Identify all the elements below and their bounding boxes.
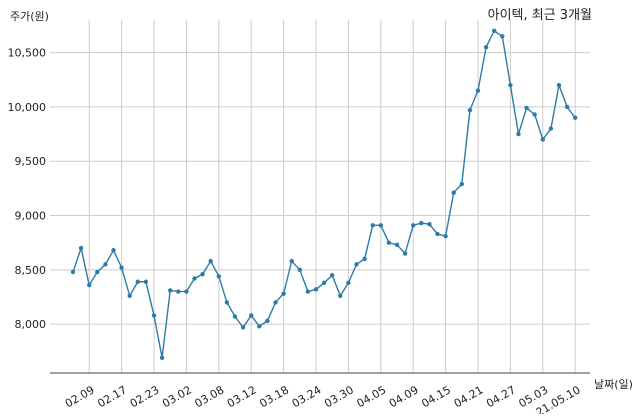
data-point	[216, 274, 221, 279]
data-point	[184, 289, 189, 294]
data-point	[168, 288, 173, 293]
data-point	[402, 251, 408, 256]
x-tick-label: 03.24	[290, 383, 324, 410]
data-point	[475, 88, 481, 93]
data-point	[70, 269, 76, 275]
data-point	[159, 355, 165, 360]
data-point	[338, 293, 343, 299]
y-tick-label: 9,500	[15, 155, 47, 168]
data-point	[200, 271, 205, 277]
data-point	[564, 104, 570, 110]
data-point	[95, 269, 100, 275]
x-tick-label: 03.18	[257, 383, 291, 410]
data-point	[119, 265, 124, 270]
x-tick-label: 03.08	[193, 383, 227, 410]
x-tick-label: 04.21	[452, 383, 486, 410]
y-axis-label: 주가(원)	[10, 10, 49, 23]
x-tick-label: 02.23	[128, 383, 162, 410]
data-point	[281, 291, 286, 296]
data-point	[151, 313, 157, 318]
x-tick-label: 03.02	[160, 383, 194, 410]
y-tick-label: 10,500	[8, 47, 47, 60]
data-point	[240, 325, 246, 330]
x-tick-label: 02.09	[63, 383, 97, 410]
data-point	[273, 300, 278, 305]
data-point	[135, 279, 140, 284]
data-point	[467, 107, 473, 113]
data-point	[208, 258, 213, 264]
x-tick-label: 04.09	[387, 383, 421, 410]
data-point	[354, 262, 359, 267]
data-point	[378, 223, 383, 228]
data-point	[330, 273, 335, 278]
data-point	[362, 256, 367, 262]
tick-labels: 8,0008,5009,0009,50010,00010,50002.0902.…	[8, 47, 583, 418]
data-point	[232, 314, 238, 319]
data-point	[435, 231, 440, 237]
data-point	[483, 44, 489, 50]
data-points	[70, 28, 578, 360]
x-tick-label: 04.15	[419, 383, 453, 410]
data-point	[500, 34, 505, 39]
data-point	[313, 287, 319, 292]
data-point	[524, 105, 529, 111]
data-point	[394, 242, 400, 248]
data-point	[224, 300, 230, 305]
data-point	[540, 137, 545, 142]
data-point	[143, 279, 149, 284]
y-tick-label: 10,000	[8, 101, 47, 114]
data-point	[516, 131, 521, 137]
data-point	[411, 223, 416, 228]
data-point	[103, 262, 108, 267]
data-point	[321, 280, 327, 286]
data-point	[87, 282, 92, 288]
x-tick-label: 02.17	[95, 383, 129, 410]
data-point	[78, 245, 84, 251]
data-point	[419, 220, 424, 226]
x-tick-label: 04.05	[355, 383, 389, 410]
data-point	[346, 280, 351, 286]
data-point	[176, 289, 181, 294]
chart-title: 아이텍, 최근 3개월	[488, 8, 592, 23]
data-point	[548, 126, 554, 131]
data-point	[532, 112, 537, 117]
x-tick-label: 03.12	[225, 383, 259, 410]
grid	[50, 20, 590, 373]
y-tick-label: 8,500	[15, 264, 47, 277]
data-point	[265, 318, 270, 324]
data-point	[370, 223, 375, 228]
y-tick-label: 9,000	[15, 210, 47, 223]
data-point	[386, 240, 392, 245]
series-line	[72, 29, 576, 358]
y-tick-label: 8,000	[15, 318, 47, 331]
data-point	[508, 82, 513, 88]
data-point	[451, 190, 456, 195]
data-point	[297, 267, 302, 273]
data-point	[192, 276, 197, 281]
data-point	[127, 293, 132, 299]
data-point	[305, 289, 311, 294]
series-line-layer	[72, 29, 576, 358]
data-point	[289, 258, 294, 264]
data-point	[111, 248, 116, 253]
data-point	[249, 313, 254, 318]
data-point	[492, 28, 497, 34]
x-tick-label: 04.27	[484, 383, 518, 410]
x-tick-label: 03.30	[322, 383, 356, 410]
data-point	[443, 233, 448, 239]
data-point	[257, 324, 262, 329]
data-point	[459, 181, 464, 187]
data-point	[573, 115, 578, 120]
data-point	[427, 222, 432, 227]
data-point	[556, 82, 562, 88]
x-axis-label: 날짜(일)	[594, 377, 633, 391]
